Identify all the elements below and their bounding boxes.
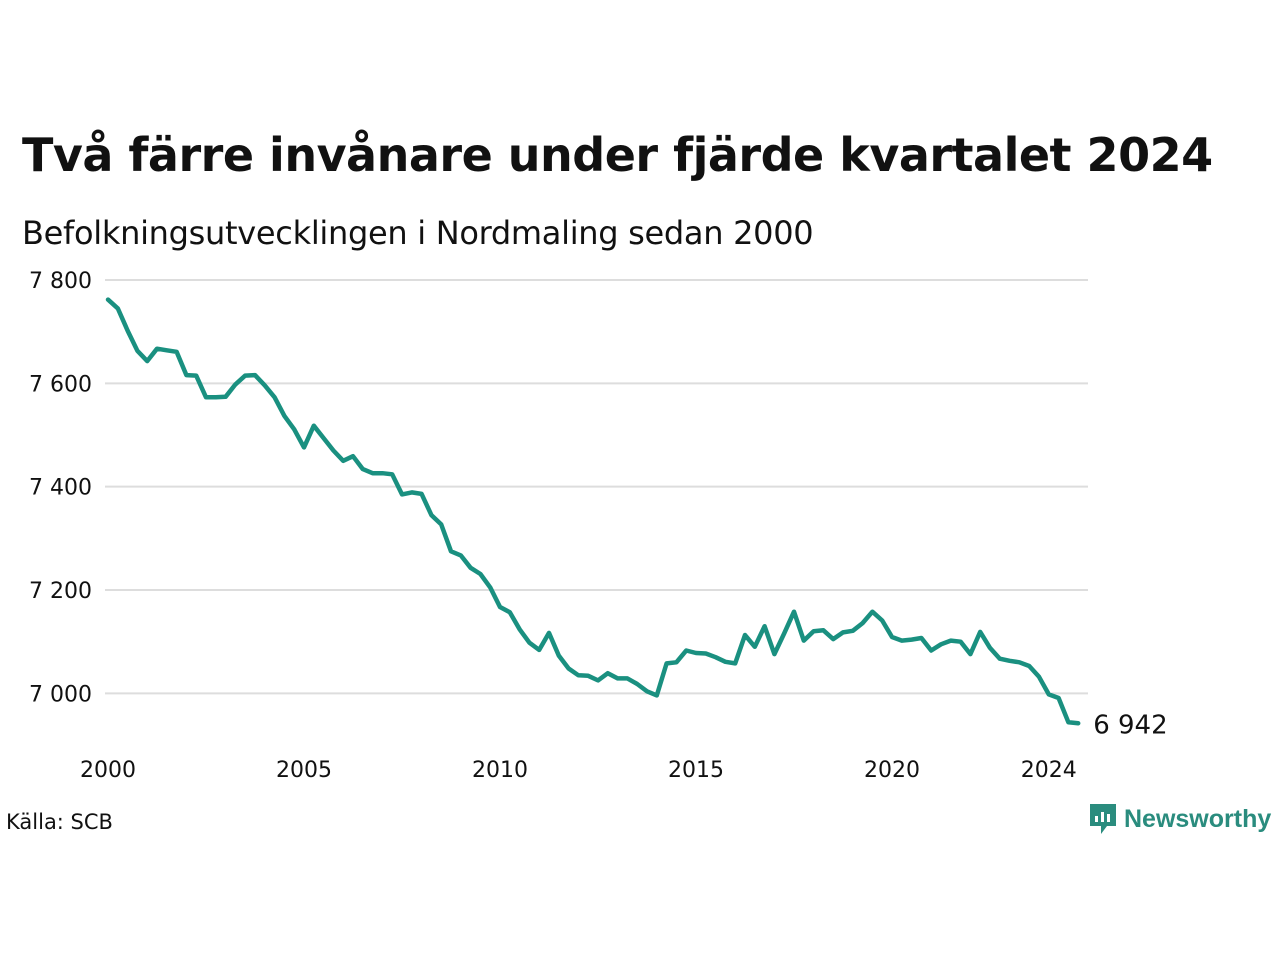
x-tick-label: 2000 [80, 758, 136, 783]
x-tick-label: 2005 [276, 758, 332, 783]
x-tick-label: 2024 [1021, 758, 1077, 783]
x-tick-label: 2010 [472, 758, 528, 783]
x-tick-label: 2020 [864, 758, 920, 783]
x-tick-label: 2015 [668, 758, 724, 783]
chart-subtitle: Befolkningsutvecklingen i Nordmaling sed… [22, 214, 814, 252]
y-tick-label: 7 400 [29, 476, 92, 501]
population-line [105, 297, 1081, 726]
brand-name: Newsworthy [1124, 804, 1272, 833]
grid-lines [105, 279, 1088, 695]
end-value-label: 6 942 [1093, 710, 1167, 740]
newsworthy-logo-icon [1090, 804, 1116, 834]
brand-logo: Newsworthy [1088, 802, 1271, 836]
x-axis: 2000 2005 2010 2015 2020 2024 [80, 758, 1077, 783]
y-tick-label: 7 800 [29, 269, 92, 294]
chart-title: Två färre invånare under fjärde kvartale… [22, 128, 1213, 182]
source-note: Källa: SCB [6, 810, 113, 834]
y-tick-label: 7 600 [29, 372, 92, 397]
y-axis: 7 000 7 200 7 400 7 600 7 800 [29, 269, 92, 707]
y-tick-label: 7 000 [29, 682, 92, 707]
y-tick-label: 7 200 [29, 579, 92, 604]
